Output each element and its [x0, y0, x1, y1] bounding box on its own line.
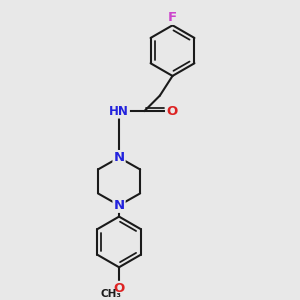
- Text: O: O: [166, 105, 177, 118]
- Text: CH₃: CH₃: [101, 289, 122, 299]
- Text: O: O: [113, 282, 125, 295]
- Text: N: N: [113, 151, 124, 164]
- Text: HN: HN: [109, 105, 129, 118]
- Text: N: N: [113, 199, 124, 212]
- Text: F: F: [168, 11, 177, 24]
